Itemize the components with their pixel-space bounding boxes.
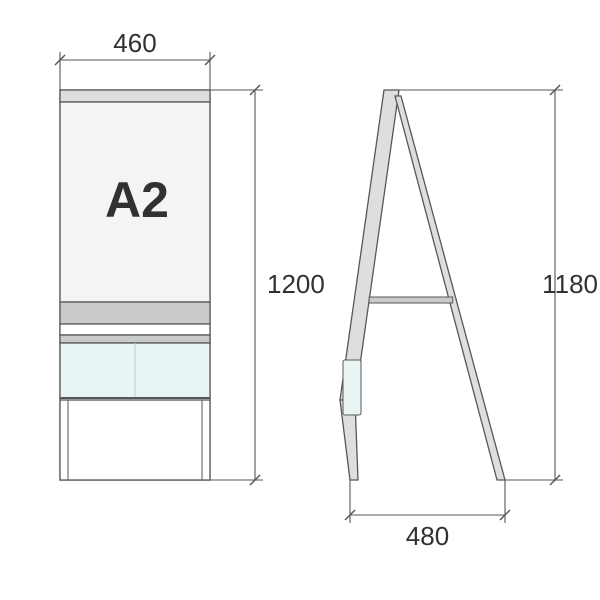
dim-front-height-label: 1200 — [267, 269, 325, 299]
front-bar-1 — [60, 302, 210, 324]
side-panel — [340, 90, 399, 400]
front-top-cap — [60, 90, 210, 102]
front-bar-2 — [60, 335, 210, 343]
side-rear-leg — [395, 96, 505, 480]
dim-side-width-label: 480 — [406, 521, 449, 551]
front-legs — [60, 400, 210, 480]
dim-front-width-label: 460 — [113, 28, 156, 58]
size-label: A2 — [105, 172, 169, 228]
front-gap — [60, 324, 210, 335]
side-tray — [343, 360, 361, 415]
side-crossbar — [369, 297, 453, 303]
dim-side-height-label: 1180 — [542, 269, 598, 299]
